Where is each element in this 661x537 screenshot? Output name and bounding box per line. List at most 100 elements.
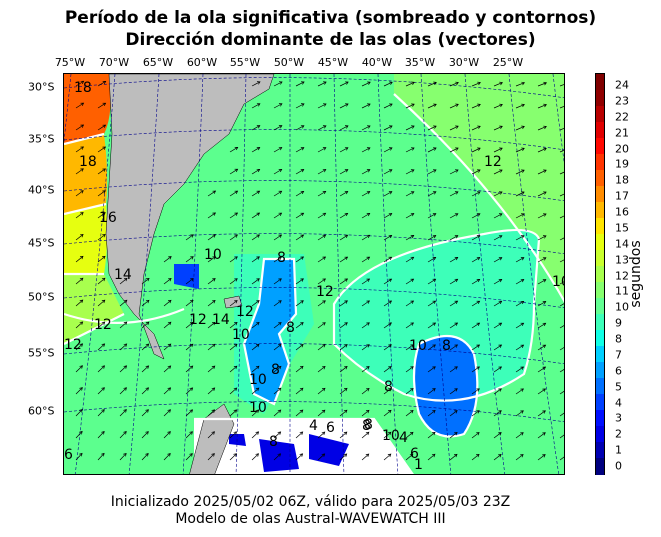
contour-label: 12 — [236, 304, 254, 320]
contour-label: 1 — [414, 457, 423, 473]
footer-init-time: Inicializado 2025/05/02 06Z, válido para… — [110, 494, 511, 510]
contour-label: 8 — [442, 338, 451, 354]
footer-model-name: Modelo de olas Austral-WAVEWATCH III — [175, 511, 446, 527]
period-zone-16-17 — [64, 134, 108, 214]
period-zone-12-13 — [394, 74, 564, 301]
colorbar — [595, 73, 605, 475]
lon-label: 45°W — [317, 56, 349, 69]
contour-label: 16 — [99, 210, 117, 226]
colorbar-swatch — [596, 202, 604, 219]
contour-label: 15 — [564, 280, 565, 296]
colorbar-swatch — [596, 170, 604, 187]
period-zone-14-15 — [64, 204, 108, 274]
lon-label: 75°W — [54, 56, 86, 69]
colorbar-tick-label: 22 — [615, 110, 629, 124]
colorbar-tick-label: 12 — [615, 269, 629, 283]
lat-label: 45°S — [28, 236, 55, 250]
colorbar-tick-label: 0 — [615, 459, 622, 473]
colorbar-tick-label: 16 — [615, 205, 629, 219]
period-zone-6-west — [174, 264, 199, 289]
contour-label: 12 — [316, 284, 334, 300]
contour-label: 18 — [74, 80, 92, 96]
lon-label: 35°W — [404, 56, 436, 69]
contour-label: 10 — [232, 327, 250, 343]
contour-label: 6 — [326, 420, 335, 436]
colorbar-tick-label: 3 — [615, 411, 622, 425]
colorbar-tick-label: 18 — [615, 173, 629, 187]
contour-label: 4 — [309, 418, 318, 434]
contour-label: 8 — [269, 434, 278, 450]
contour-label: 6 — [410, 446, 419, 462]
contour-label: 8 — [286, 320, 295, 336]
colorbar-swatch — [596, 346, 604, 363]
lon-label: 60°W — [186, 56, 218, 69]
lat-label: 40°S — [28, 183, 55, 197]
falkland-islands — [223, 295, 243, 309]
contour-label: 12 — [189, 312, 207, 328]
colorbar-swatch — [596, 442, 604, 459]
colorbar-tick-label: 9 — [615, 316, 622, 330]
contour-label: 12 — [64, 337, 82, 353]
contour-label: 8 — [364, 417, 373, 433]
colorbar-swatch — [596, 426, 604, 443]
period-zone-8-east — [414, 336, 478, 437]
contour-label: 18 — [79, 154, 97, 170]
lon-label: 70°W — [98, 56, 130, 69]
colorbar-swatch — [596, 410, 604, 427]
colorbar-tick-label: 10 — [615, 300, 629, 314]
lon-label: 30°W — [448, 56, 480, 69]
period-zone-2-3 — [229, 434, 349, 472]
lat-label: 30°S — [28, 80, 55, 94]
lat-label: 35°S — [28, 132, 55, 146]
colorbar-tick-label: 19 — [615, 157, 629, 171]
colorbar-tick-label: 1 — [615, 443, 622, 457]
contour-label: 8 — [271, 362, 280, 378]
colorbar-tick-label: 5 — [615, 380, 622, 394]
colorbar-swatch — [596, 234, 604, 251]
contour-label: 14 — [114, 267, 132, 283]
lon-label: 55°W — [229, 56, 261, 69]
colorbar-swatch — [596, 106, 604, 123]
graticule-lines — [64, 74, 564, 474]
title-line-1: Período de la ola significativa (sombrea… — [64, 8, 597, 28]
colorbar-swatch — [596, 90, 604, 107]
contour-label: 10 — [249, 372, 267, 388]
lat-label: 50°S — [28, 290, 55, 304]
colorbar-tick-label: 21 — [615, 126, 629, 140]
colorbar-swatch — [596, 186, 604, 203]
colorbar-swatch — [596, 250, 604, 267]
colorbar-swatch — [596, 74, 604, 91]
colorbar-swatch — [596, 458, 604, 475]
period-zone-18-19 — [64, 74, 111, 144]
colorbar-tick-label: 14 — [615, 237, 629, 251]
contour-label: 10 — [249, 400, 267, 416]
contour-label: 4 — [399, 430, 408, 446]
contour-label: 8 — [384, 379, 393, 395]
colorbar-swatch — [596, 266, 604, 283]
colorbar-tick-label: 20 — [615, 142, 629, 156]
colorbar-tick-label: 2 — [615, 427, 622, 441]
colorbar-tick-label: 17 — [615, 189, 629, 203]
colorbar-tick-label: 24 — [615, 78, 629, 92]
colorbar-title: segundos — [628, 240, 644, 308]
contour-label: 12 — [484, 154, 502, 170]
colorbar-swatch — [596, 154, 604, 171]
colorbar-swatch — [596, 138, 604, 155]
title-line-2: Dirección dominante de las olas (vectore… — [125, 30, 536, 50]
contour-label: 12 — [94, 317, 112, 333]
colorbar-swatch — [596, 282, 604, 299]
lon-label: 65°W — [142, 56, 174, 69]
sea-ice-area — [194, 419, 413, 474]
south-america-land — [105, 74, 275, 360]
colorbar-swatch — [596, 122, 604, 139]
contour-label: 8 — [362, 418, 371, 434]
lon-label: 50°W — [273, 56, 305, 69]
contour-label: 10 — [552, 274, 565, 290]
colorbar-tick-label: 13 — [615, 253, 629, 267]
colorbar-tick-label: 11 — [615, 284, 629, 298]
colorbar-swatch — [596, 330, 604, 347]
wave-period-map: 18 18 16 14 12 12 10 8 12 10 14 12 8 12 10 8 8 10 8 10 8 4 6 8 1… — [63, 73, 565, 475]
colorbar-swatch — [596, 218, 604, 235]
